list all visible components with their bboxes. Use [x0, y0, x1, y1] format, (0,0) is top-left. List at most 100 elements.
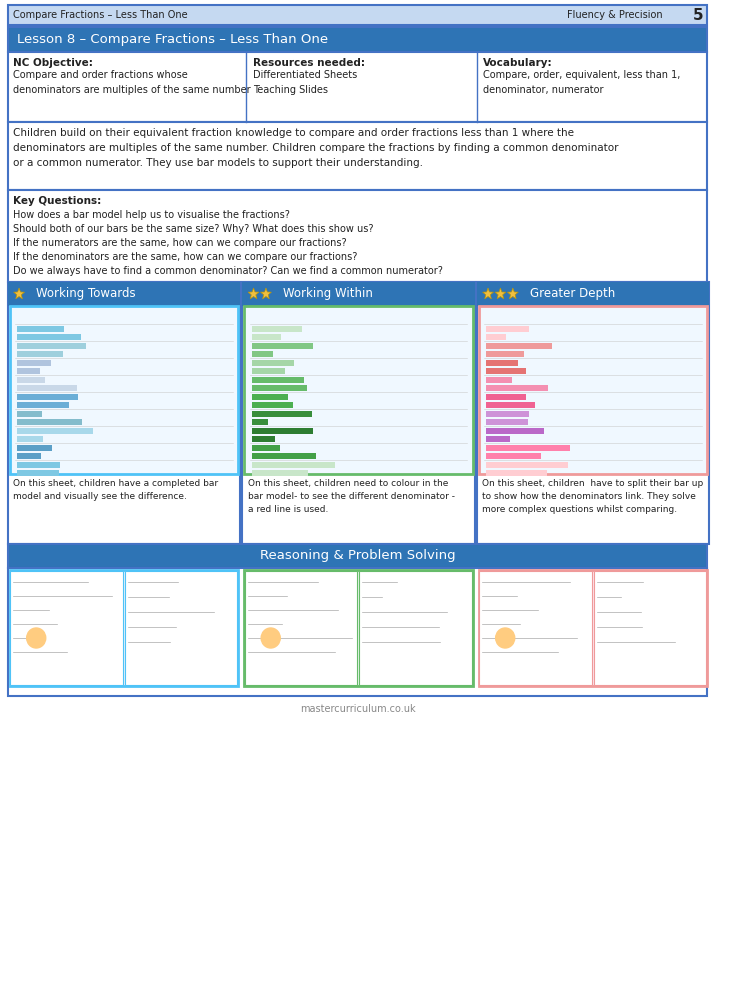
FancyBboxPatch shape	[479, 571, 592, 685]
FancyBboxPatch shape	[124, 571, 237, 685]
FancyBboxPatch shape	[486, 368, 526, 374]
Text: Key Questions:: Key Questions:	[13, 196, 101, 206]
FancyBboxPatch shape	[8, 282, 240, 306]
FancyBboxPatch shape	[486, 360, 518, 366]
FancyBboxPatch shape	[476, 282, 710, 544]
FancyBboxPatch shape	[17, 445, 53, 451]
FancyBboxPatch shape	[486, 326, 529, 332]
FancyBboxPatch shape	[252, 428, 313, 434]
FancyBboxPatch shape	[17, 436, 43, 442]
FancyBboxPatch shape	[252, 377, 304, 383]
FancyBboxPatch shape	[486, 343, 552, 349]
FancyBboxPatch shape	[17, 402, 68, 408]
FancyBboxPatch shape	[594, 571, 706, 685]
FancyBboxPatch shape	[8, 52, 707, 122]
FancyBboxPatch shape	[486, 419, 528, 425]
FancyBboxPatch shape	[252, 453, 316, 459]
Text: How does a bar model help us to visualise the fractions?: How does a bar model help us to visualis…	[13, 210, 290, 220]
FancyBboxPatch shape	[8, 568, 707, 696]
FancyBboxPatch shape	[10, 306, 238, 474]
FancyBboxPatch shape	[252, 334, 281, 340]
FancyBboxPatch shape	[486, 402, 536, 408]
FancyBboxPatch shape	[478, 570, 707, 686]
FancyBboxPatch shape	[8, 544, 707, 568]
FancyBboxPatch shape	[17, 343, 86, 349]
FancyBboxPatch shape	[17, 334, 81, 340]
Text: Compare Fractions – Less Than One: Compare Fractions – Less Than One	[13, 10, 188, 20]
FancyBboxPatch shape	[17, 368, 40, 374]
Text: Fluency & Precision: Fluency & Precision	[567, 10, 662, 20]
Text: Differentiated Sheets
Teaching Slides: Differentiated Sheets Teaching Slides	[253, 70, 357, 95]
Text: Lesson 8 – Compare Fractions – Less Than One: Lesson 8 – Compare Fractions – Less Than…	[17, 33, 328, 46]
FancyBboxPatch shape	[17, 351, 63, 357]
FancyBboxPatch shape	[252, 351, 273, 357]
Text: Working Towards: Working Towards	[36, 288, 136, 300]
FancyBboxPatch shape	[242, 282, 475, 306]
Text: If the numerators are the same, how can we compare our fractions?: If the numerators are the same, how can …	[13, 238, 347, 248]
Polygon shape	[508, 288, 518, 299]
FancyBboxPatch shape	[252, 326, 302, 332]
FancyBboxPatch shape	[252, 411, 312, 417]
FancyBboxPatch shape	[476, 282, 710, 306]
FancyBboxPatch shape	[252, 402, 293, 408]
FancyBboxPatch shape	[10, 570, 238, 686]
FancyBboxPatch shape	[17, 360, 51, 366]
FancyBboxPatch shape	[359, 571, 472, 685]
FancyBboxPatch shape	[17, 385, 76, 391]
Text: Compare, order, equivalent, less than 1,
denominator, numerator: Compare, order, equivalent, less than 1,…	[483, 70, 681, 95]
FancyBboxPatch shape	[486, 470, 548, 476]
Circle shape	[496, 628, 514, 648]
Circle shape	[27, 628, 46, 648]
FancyBboxPatch shape	[252, 470, 308, 476]
FancyBboxPatch shape	[17, 428, 92, 434]
Text: Should both of our bars be the same size? Why? What does this show us?: Should both of our bars be the same size…	[13, 224, 374, 234]
FancyBboxPatch shape	[252, 445, 280, 451]
Text: If the denominators are the same, how can we compare our fractions?: If the denominators are the same, how ca…	[13, 252, 358, 262]
Polygon shape	[482, 288, 494, 299]
FancyBboxPatch shape	[486, 436, 510, 442]
FancyBboxPatch shape	[8, 122, 707, 190]
FancyBboxPatch shape	[8, 190, 707, 282]
FancyBboxPatch shape	[244, 570, 472, 686]
FancyBboxPatch shape	[252, 394, 288, 400]
Polygon shape	[495, 288, 506, 299]
FancyBboxPatch shape	[17, 470, 59, 476]
FancyBboxPatch shape	[486, 334, 506, 340]
FancyBboxPatch shape	[252, 360, 293, 366]
FancyBboxPatch shape	[17, 411, 42, 417]
FancyBboxPatch shape	[252, 343, 314, 349]
FancyBboxPatch shape	[17, 453, 41, 459]
FancyBboxPatch shape	[486, 428, 544, 434]
FancyBboxPatch shape	[252, 462, 335, 468]
Polygon shape	[260, 288, 272, 299]
Text: On this sheet, children  have to split their bar up
to show how the denominators: On this sheet, children have to split th…	[482, 479, 704, 514]
FancyBboxPatch shape	[8, 27, 707, 52]
FancyBboxPatch shape	[486, 411, 530, 417]
FancyBboxPatch shape	[486, 377, 512, 383]
FancyBboxPatch shape	[17, 394, 78, 400]
Text: mastercurriculum.co.uk: mastercurriculum.co.uk	[300, 704, 416, 714]
Text: On this sheet, children have a completed bar
model and visually see the differen: On this sheet, children have a completed…	[13, 479, 218, 501]
Text: On this sheet, children need to colour in the
bar model- to see the different de: On this sheet, children need to colour i…	[248, 479, 454, 514]
FancyBboxPatch shape	[486, 351, 524, 357]
FancyBboxPatch shape	[252, 368, 285, 374]
FancyBboxPatch shape	[17, 462, 60, 468]
Text: 5: 5	[693, 7, 703, 22]
FancyBboxPatch shape	[242, 282, 475, 544]
FancyBboxPatch shape	[486, 394, 526, 400]
Text: NC Objective:: NC Objective:	[13, 58, 93, 68]
FancyBboxPatch shape	[17, 419, 82, 425]
FancyBboxPatch shape	[17, 326, 64, 332]
FancyBboxPatch shape	[478, 306, 707, 474]
Text: Children build on their equivalent fraction knowledge to compare and order fract: Children build on their equivalent fract…	[13, 128, 619, 168]
Polygon shape	[13, 288, 25, 299]
FancyBboxPatch shape	[486, 453, 541, 459]
FancyBboxPatch shape	[8, 5, 707, 25]
FancyBboxPatch shape	[10, 571, 123, 685]
Text: Compare and order fractions whose
denominators are multiples of the same number: Compare and order fractions whose denomi…	[13, 70, 251, 95]
Text: Reasoning & Problem Solving: Reasoning & Problem Solving	[260, 550, 455, 562]
Circle shape	[261, 628, 280, 648]
FancyBboxPatch shape	[245, 571, 358, 685]
FancyBboxPatch shape	[252, 419, 268, 425]
Polygon shape	[248, 288, 259, 299]
